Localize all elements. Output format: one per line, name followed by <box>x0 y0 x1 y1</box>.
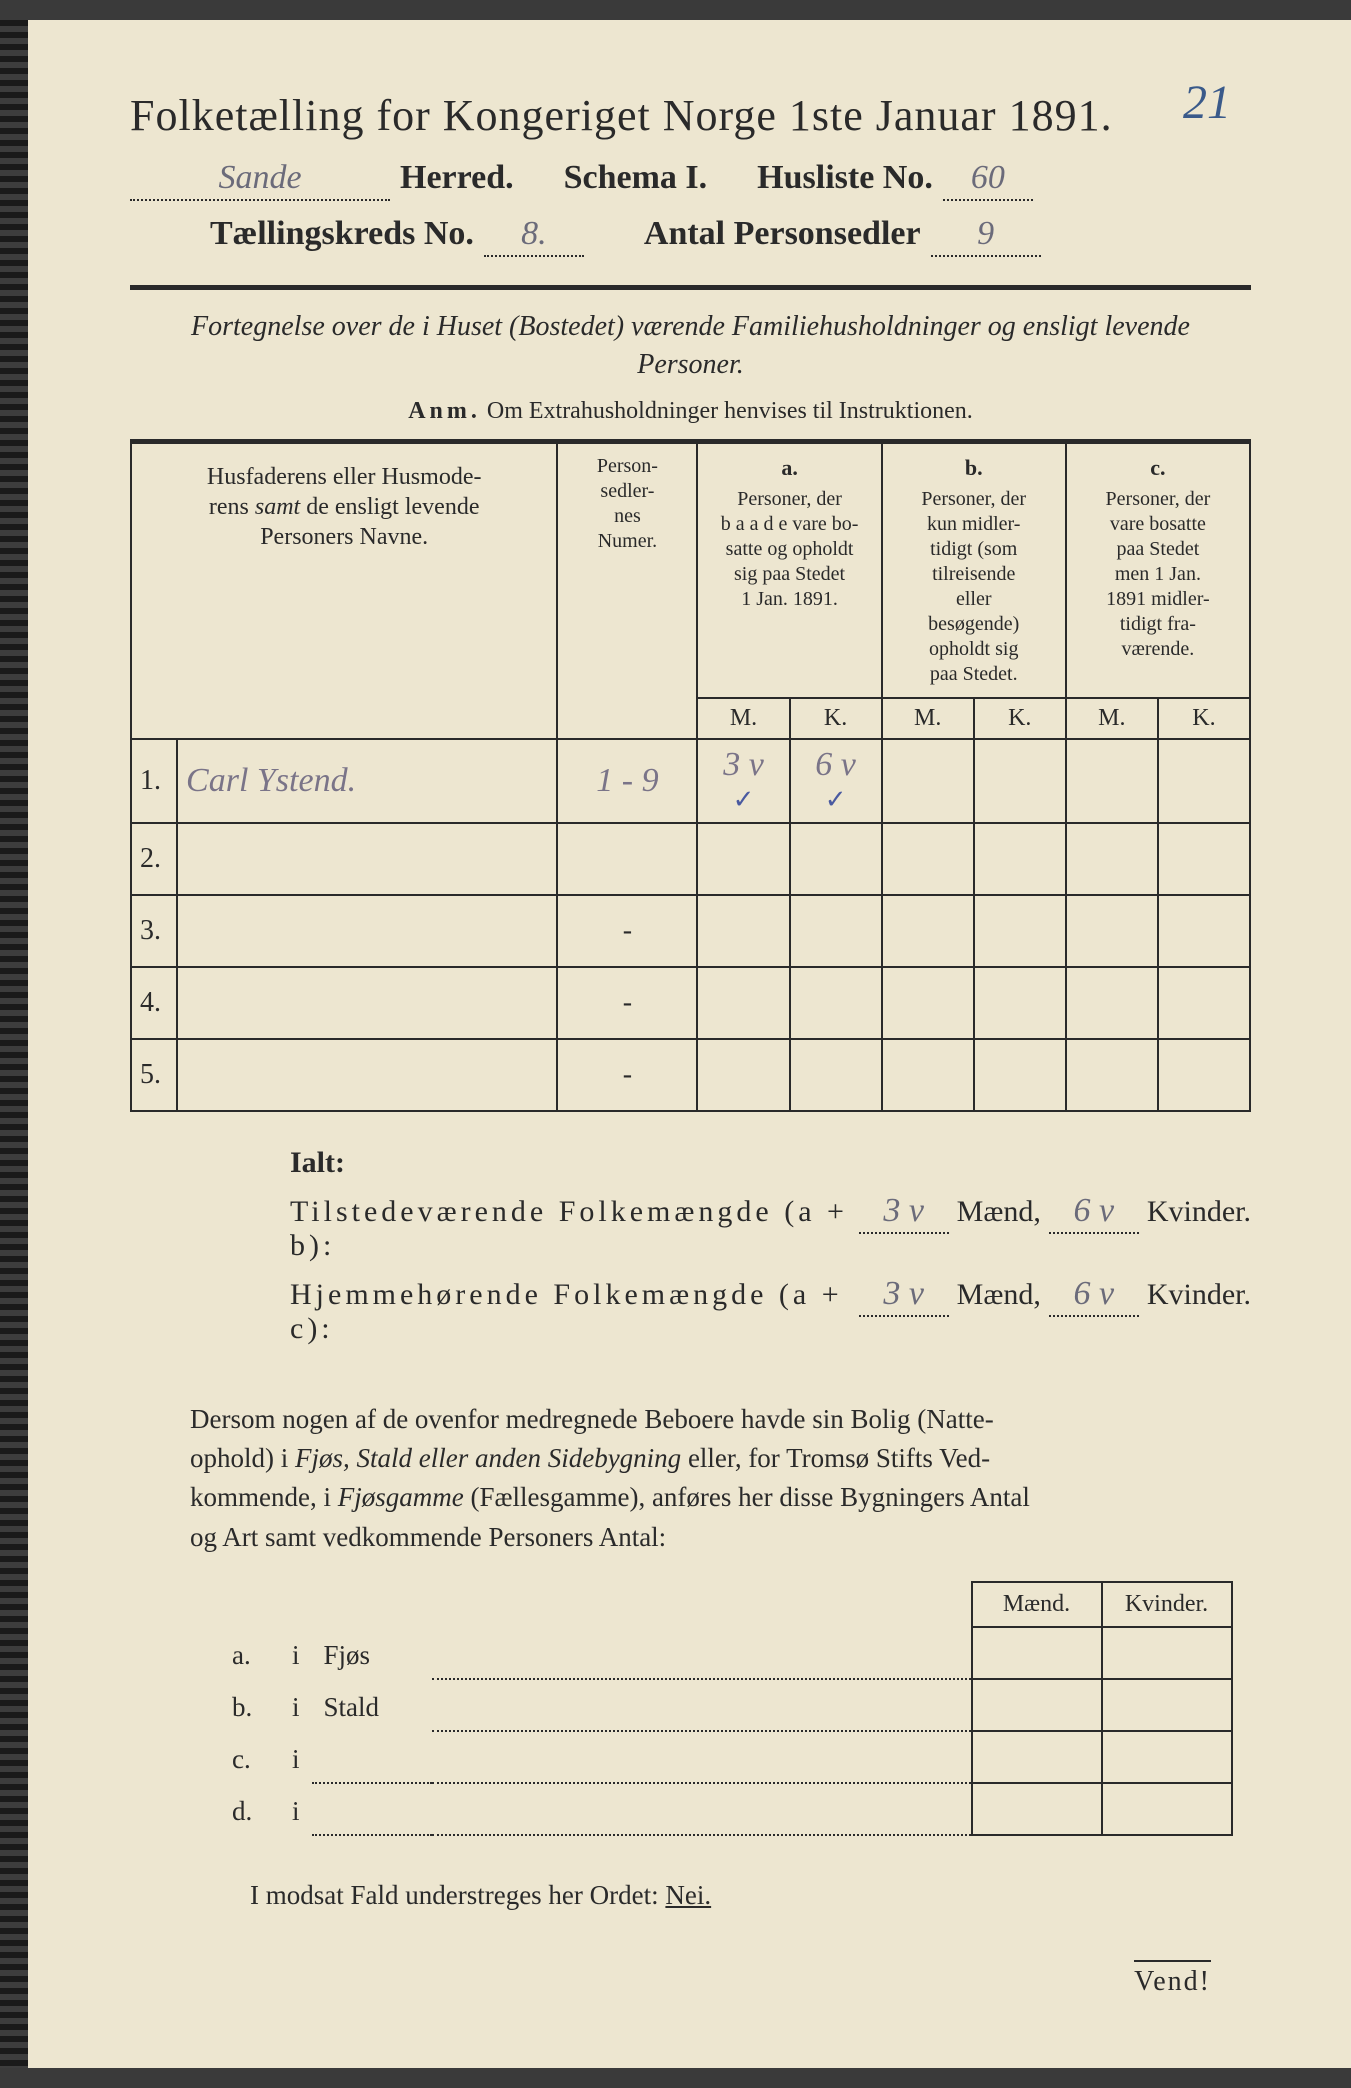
paragraph: Dersom nogen af de ovenfor medregnede Be… <box>190 1400 1231 1557</box>
side-maend-header: Mænd. <box>972 1582 1102 1627</box>
mk-header: K. <box>1158 698 1250 739</box>
tilstede-line: Tilstedeværende Folkemængde (a + b): 3 v… <box>290 1192 1251 1263</box>
side-kvinder-header: Kvinder. <box>1102 1582 1232 1627</box>
mk-header: M. <box>697 698 789 739</box>
table-row: 2. <box>131 823 1250 895</box>
nei-word: Nei. <box>665 1880 711 1910</box>
mk-header: M. <box>882 698 974 739</box>
col-b-header: b. Personer, derkun midler-tidigt (somti… <box>882 441 1066 698</box>
a-m-value: 3 v <box>723 746 764 783</box>
a-k-value: 6 v <box>815 746 856 783</box>
census-form-page: 21 Folketælling for Kongeriget Norge 1st… <box>0 20 1351 2068</box>
subtitle: Fortegnelse over de i Huset (Bostedet) v… <box>190 308 1191 384</box>
divider <box>130 285 1251 290</box>
mk-header: K. <box>790 698 882 739</box>
tilstede-k: 6 v <box>1049 1192 1139 1234</box>
table-row: 4. - <box>131 967 1250 1039</box>
table-row: 5. - <box>131 1039 1250 1111</box>
side-table: Mænd. Kvinder. a. i Fjøs b. i Stald c. i… <box>220 1581 1233 1836</box>
side-row: a. i Fjøs <box>220 1627 1232 1679</box>
kreds-label: Tællingskreds No. <box>210 215 474 253</box>
anm-note: Anm. Anm. Om Extrahusholdninger henvises… <box>130 398 1251 425</box>
name-value: Carl Ystend. <box>186 762 356 799</box>
mk-header: K. <box>974 698 1066 739</box>
ialt-label: Ialt: <box>290 1146 345 1180</box>
mk-header: M. <box>1066 698 1158 739</box>
main-table: Husfaderens eller Husmode-rens samt de e… <box>130 439 1251 1113</box>
num-value: 1 - 9 <box>596 762 658 799</box>
side-row: b. i Stald <box>220 1679 1232 1731</box>
header-line-kreds: Tællingskreds No. 8. Antal Personsedler … <box>130 215 1251 257</box>
kreds-value: 8. <box>484 215 584 257</box>
antal-label: Antal Personsedler <box>644 215 921 253</box>
side-row: d. i <box>220 1783 1232 1835</box>
schema-label: Schema I. <box>564 159 708 197</box>
row-num: 1. <box>131 739 177 823</box>
vend-label: Vend! <box>1134 1960 1211 1998</box>
header-line-herred: Sande Herred. Schema I. Husliste No. 60 <box>130 159 1251 201</box>
herred-label: Herred. <box>400 159 514 197</box>
col-name-header: Husfaderens eller Husmode-rens samt de e… <box>131 441 557 739</box>
nei-line: I modsat Fald understreges her Ordet: Ne… <box>250 1880 1251 1911</box>
col-num-header: Person-sedler-nesNumer. <box>557 441 697 739</box>
page-title: Folketælling for Kongeriget Norge 1ste J… <box>130 90 1251 141</box>
husliste-label: Husliste No. <box>757 159 933 197</box>
tilstede-m: 3 v <box>859 1192 949 1234</box>
husliste-value: 60 <box>943 159 1033 201</box>
col-c-header: c. Personer, dervare bosattepaa Stedetme… <box>1066 441 1250 698</box>
table-row: 1. Carl Ystend. 1 - 9 3 v✓ 6 v✓ <box>131 739 1250 823</box>
hjemme-line: Hjemmehørende Folkemængde (a + c): 3 v M… <box>290 1275 1251 1346</box>
table-row: 3. - <box>131 895 1250 967</box>
hjemme-m: 3 v <box>859 1275 949 1317</box>
antal-value: 9 <box>931 215 1041 257</box>
side-row: c. i <box>220 1731 1232 1783</box>
herred-value: Sande <box>130 159 390 201</box>
ialt-block: Ialt: Tilstedeværende Folkemængde (a + b… <box>290 1146 1251 1346</box>
binding-strip <box>0 20 28 2068</box>
col-a-header: a. Personer, derb a a d e vare bo-satte … <box>697 441 881 698</box>
hjemme-k: 6 v <box>1049 1275 1139 1317</box>
corner-annotation: 21 <box>1183 75 1231 130</box>
